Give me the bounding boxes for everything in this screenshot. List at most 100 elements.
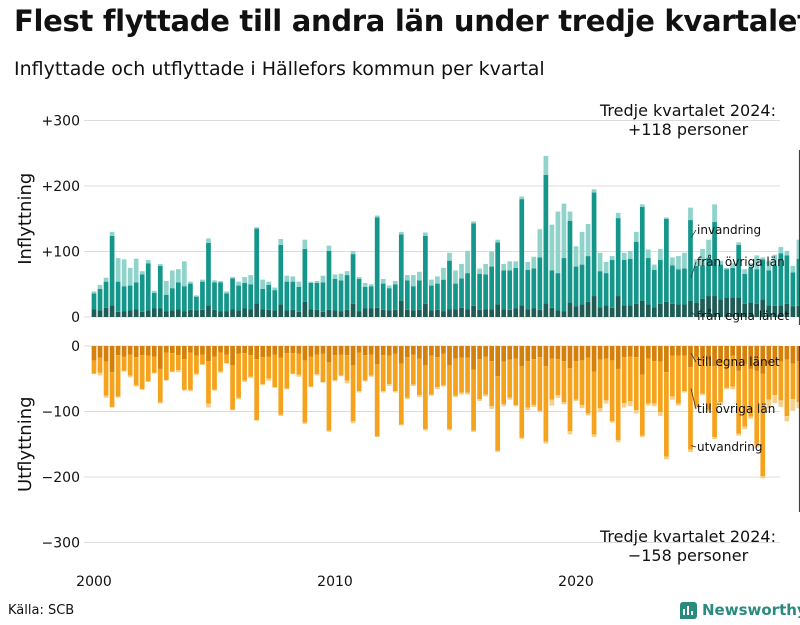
bar-out-0 [127,346,133,355]
bar-in-0 [188,309,193,317]
bar-out-0 [760,346,766,374]
bar-in-1 [633,241,639,304]
bar-out-2 [519,437,525,440]
bar-out-0 [639,346,645,375]
bar-out-0 [230,346,235,365]
bar-in-1 [188,283,193,310]
bar-out-1 [374,364,380,437]
bar-in-1 [639,206,645,301]
bar-in-2 [459,263,464,279]
bar-out-0 [706,346,711,360]
bar-out-2 [254,420,260,421]
bar-out-1 [417,358,422,396]
bar-out-0 [398,346,404,364]
bar-in-2 [194,295,199,297]
bar-in-2 [284,275,290,282]
label-leader [690,229,697,238]
bar-in-1 [585,256,591,302]
bar-in-0 [139,311,145,317]
bar-out-0 [410,346,416,355]
bar-in-2 [109,231,115,236]
bar-in-2 [410,275,416,287]
bar-in-2 [627,250,633,259]
bar-in-1 [163,294,169,312]
bar-in-2 [236,281,241,286]
bar-out-1 [115,355,121,397]
bar-in-1 [356,279,362,312]
bar-in-1 [760,259,766,300]
bar-out-0 [694,346,699,358]
bar-in-0 [194,310,199,317]
bar-in-1 [224,293,229,312]
bar-in-1 [441,279,446,312]
bar-in-1 [182,286,187,312]
label-leader [690,261,697,278]
bar-out-1 [489,361,494,407]
bar-out-2 [368,375,374,377]
bar-out-0 [404,346,410,358]
bar-in-2 [495,239,501,243]
bar-in-1 [139,274,145,312]
bar-out-0 [368,346,374,355]
bar-in-0 [489,309,494,317]
bar-in-0 [501,309,507,317]
bar-in-1 [651,269,657,308]
bar-in-2 [597,252,603,272]
bar-in-2 [344,271,350,276]
bar-out-2 [236,397,241,400]
bar-in-2 [645,249,651,259]
bar-out-2 [278,414,284,417]
bar-in-2 [398,231,404,235]
bar-out-0 [145,346,151,356]
bar-out-0 [176,346,181,356]
bar-out-2 [531,404,537,407]
bar-in-1 [796,258,800,306]
bar-out-1 [760,373,766,477]
bar-in-2 [712,204,717,223]
bar-out-1 [651,361,657,404]
bar-out-1 [477,359,482,400]
bar-in-1 [266,284,272,310]
bar-out-1 [429,355,434,395]
bar-in-0 [658,303,663,317]
bar-in-0 [519,305,525,317]
bar-in-2 [585,223,591,257]
bar-in-2 [718,260,723,265]
bar-in-0 [435,309,440,317]
bar-out-0 [266,346,272,357]
bar-out-0 [579,346,585,361]
bar-in-0 [621,305,627,317]
bar-in-0 [260,309,266,317]
bar-out-2 [326,430,332,432]
bar-out-0 [465,346,470,358]
bar-out-0 [218,346,223,353]
end-label-in: från övriga län [697,255,785,269]
bar-in-2 [242,277,247,283]
bar-in-0 [531,308,537,317]
bar-in-1 [784,255,790,304]
bar-in-0 [97,310,103,317]
bar-in-0 [242,308,247,317]
bar-out-0 [423,346,428,365]
bar-in-0 [477,309,482,317]
bar-out-1 [465,357,470,393]
brand-logo: Newsworthy [680,601,800,619]
bar-in-2 [513,261,519,268]
bar-out-0 [796,346,800,362]
bar-out-1 [519,366,525,438]
bar-out-0 [664,346,669,373]
bar-in-0 [766,305,772,317]
bar-in-0 [386,310,392,317]
bar-out-2 [103,395,109,398]
bar-out-1 [242,353,247,381]
callout-bottom-line2: −158 personer [628,546,749,565]
bar-out-2 [151,372,157,374]
bar-in-0 [718,299,723,317]
bar-in-0 [151,308,157,317]
bar-out-0 [206,346,211,362]
bar-out-2 [314,374,320,376]
bar-in-0 [730,297,735,317]
bar-in-0 [754,303,760,317]
bar-out-2 [157,402,163,404]
bar-out-2 [513,404,519,407]
